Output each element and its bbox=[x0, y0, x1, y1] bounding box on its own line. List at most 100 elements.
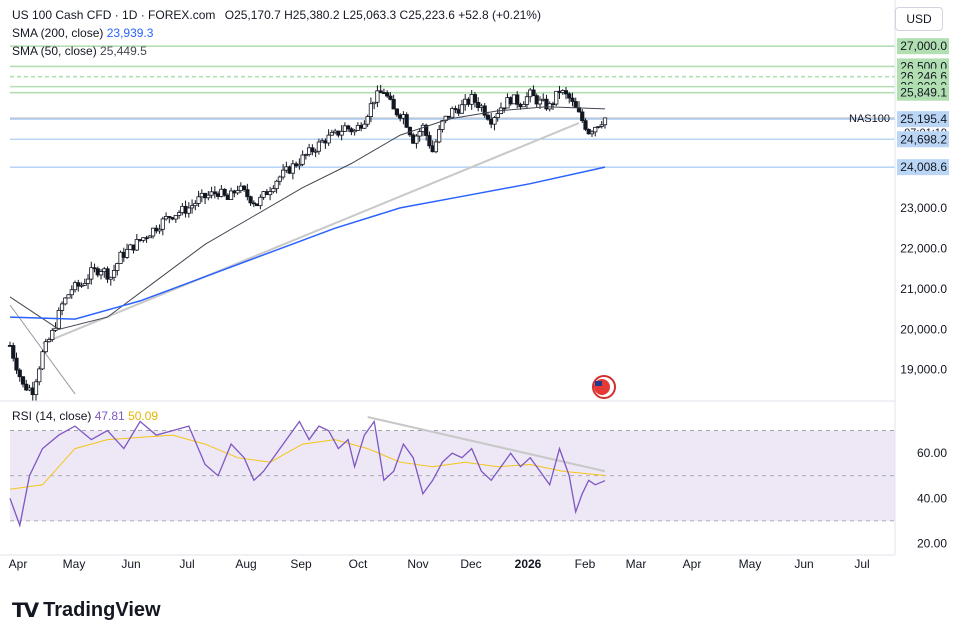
candle[interactable] bbox=[186, 207, 191, 214]
candle[interactable] bbox=[375, 90, 380, 103]
candle[interactable] bbox=[602, 117, 608, 126]
candle[interactable] bbox=[105, 268, 110, 280]
candle[interactable] bbox=[394, 108, 400, 116]
candle[interactable] bbox=[147, 235, 152, 239]
candle[interactable] bbox=[290, 163, 295, 174]
candle[interactable] bbox=[339, 130, 344, 136]
candle[interactable] bbox=[352, 129, 357, 133]
candle[interactable] bbox=[326, 134, 331, 144]
candle[interactable] bbox=[82, 283, 87, 286]
candle[interactable] bbox=[297, 163, 302, 167]
candle[interactable] bbox=[98, 271, 104, 276]
candle[interactable] bbox=[433, 141, 439, 153]
candle[interactable] bbox=[515, 94, 520, 105]
candle[interactable] bbox=[365, 116, 370, 125]
candle[interactable] bbox=[547, 103, 552, 110]
candle[interactable] bbox=[492, 117, 497, 125]
candle[interactable] bbox=[40, 351, 45, 370]
candle[interactable] bbox=[193, 203, 198, 207]
candle[interactable] bbox=[476, 101, 481, 109]
tradingview-logo[interactable]: 𝗧𝗩 TradingView bbox=[12, 598, 161, 623]
candle[interactable] bbox=[567, 93, 572, 99]
candle[interactable] bbox=[124, 248, 130, 258]
candle[interactable] bbox=[167, 216, 172, 218]
candle[interactable] bbox=[17, 369, 22, 378]
candle[interactable] bbox=[157, 228, 162, 232]
candle[interactable] bbox=[59, 303, 65, 311]
candle[interactable] bbox=[277, 176, 282, 182]
candle[interactable] bbox=[248, 196, 253, 204]
candle[interactable] bbox=[134, 239, 139, 251]
candle[interactable] bbox=[362, 123, 367, 129]
candle[interactable] bbox=[521, 103, 526, 108]
candle[interactable] bbox=[173, 214, 178, 220]
candle[interactable] bbox=[310, 147, 315, 153]
candle[interactable] bbox=[228, 190, 234, 200]
candle[interactable] bbox=[563, 90, 569, 95]
candle[interactable] bbox=[20, 376, 26, 385]
candle[interactable] bbox=[14, 357, 19, 371]
candle[interactable] bbox=[329, 132, 334, 136]
candle[interactable] bbox=[160, 218, 165, 230]
candle[interactable] bbox=[85, 278, 91, 284]
candle[interactable] bbox=[300, 154, 305, 165]
candle[interactable] bbox=[76, 282, 81, 287]
candle[interactable] bbox=[459, 104, 465, 114]
candle[interactable] bbox=[573, 101, 578, 108]
candle[interactable] bbox=[378, 90, 383, 94]
candle[interactable] bbox=[43, 341, 48, 353]
candle[interactable] bbox=[206, 194, 211, 199]
candle[interactable] bbox=[404, 114, 409, 128]
candle[interactable] bbox=[427, 135, 432, 147]
candle[interactable] bbox=[388, 95, 393, 100]
rsi-pane[interactable] bbox=[9, 416, 895, 528]
candle[interactable] bbox=[424, 124, 429, 136]
candle[interactable] bbox=[66, 294, 71, 299]
candle[interactable] bbox=[414, 135, 419, 144]
candle[interactable] bbox=[111, 270, 117, 278]
candle[interactable] bbox=[92, 267, 97, 270]
candle[interactable] bbox=[251, 202, 256, 205]
candle[interactable] bbox=[570, 97, 575, 102]
candle[interactable] bbox=[222, 188, 227, 196]
candle[interactable] bbox=[79, 284, 84, 287]
candle[interactable] bbox=[144, 237, 149, 240]
candle[interactable] bbox=[554, 90, 559, 105]
candle[interactable] bbox=[212, 191, 217, 195]
candle[interactable] bbox=[245, 189, 250, 198]
candle[interactable] bbox=[11, 345, 16, 359]
candle[interactable] bbox=[258, 196, 263, 207]
candle[interactable] bbox=[189, 205, 195, 209]
candle[interactable] bbox=[316, 141, 321, 152]
candle[interactable] bbox=[485, 114, 491, 120]
candle[interactable] bbox=[33, 381, 39, 396]
candle[interactable] bbox=[385, 92, 390, 97]
candle[interactable] bbox=[593, 126, 598, 133]
price-pane[interactable] bbox=[7, 45, 895, 401]
candle[interactable] bbox=[596, 126, 601, 128]
candle[interactable] bbox=[580, 111, 585, 122]
candle[interactable] bbox=[589, 131, 595, 135]
candle[interactable] bbox=[281, 169, 286, 178]
candle[interactable] bbox=[599, 124, 604, 127]
candle[interactable] bbox=[235, 190, 240, 194]
candle[interactable] bbox=[89, 267, 94, 280]
candle[interactable] bbox=[437, 129, 442, 143]
candle[interactable] bbox=[391, 99, 396, 110]
candle[interactable] bbox=[502, 107, 507, 110]
currency-selector[interactable]: USD bbox=[895, 7, 943, 31]
candle[interactable] bbox=[443, 115, 448, 122]
candle[interactable] bbox=[118, 251, 123, 264]
candle[interactable] bbox=[46, 339, 52, 343]
candle[interactable] bbox=[63, 297, 68, 305]
candle[interactable] bbox=[482, 105, 487, 116]
candle[interactable] bbox=[368, 103, 374, 117]
candle[interactable] bbox=[417, 131, 422, 137]
candle[interactable] bbox=[274, 180, 279, 190]
candle[interactable] bbox=[69, 289, 74, 296]
us-flag-icon[interactable] bbox=[592, 375, 616, 399]
candle[interactable] bbox=[472, 94, 478, 103]
candle[interactable] bbox=[268, 191, 273, 196]
candle[interactable] bbox=[241, 185, 247, 191]
